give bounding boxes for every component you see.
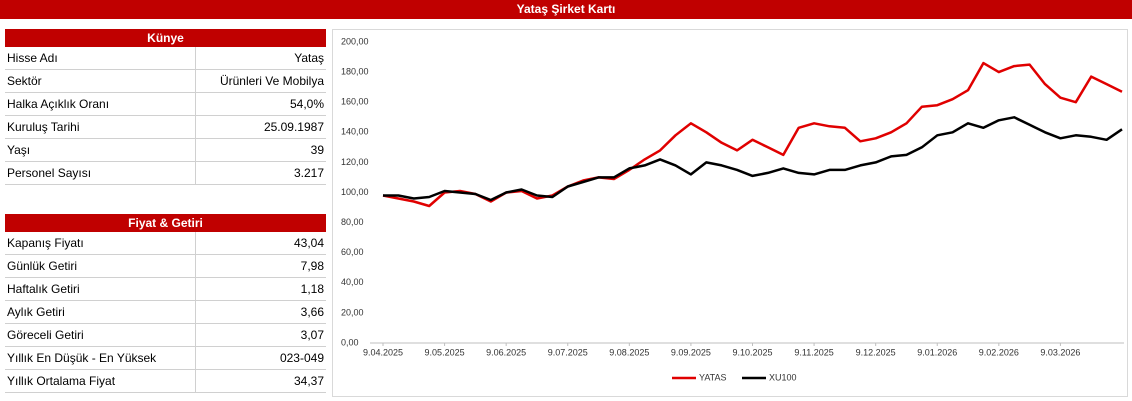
y-tick-label: 100,00 [341,187,369,197]
y-tick-label: 60,00 [341,247,364,257]
table-row: Hisse Adı Yataş [5,47,326,70]
kunye-table: Künye Hisse Adı Yataş Sektör Ürünleri Ve Mo… [5,29,326,185]
x-tick-label: 9.08.2025 [609,347,649,357]
table-row: Kuruluş Tarihi 25.09.1987 [5,116,326,139]
table-row: Yaşı 39 [5,139,326,162]
cell-label: Yıllık Ortalama Fiyat [5,370,197,392]
page-title: Yataş Şirket Kartı [0,0,1132,19]
cell-label: Sektör [5,70,197,92]
cell-label: Kapanış Fiyatı [5,232,197,254]
x-tick-label: 9.04.2025 [363,347,403,357]
cell-label: Personel Sayısı [5,162,197,184]
table-row: Aylık Getiri 3,66 [5,301,326,324]
table-title: Künye [5,29,326,47]
y-tick-label: 80,00 [341,217,364,227]
cell-value: Yataş [294,51,324,65]
series-line [383,116,1123,202]
cell-label: Aylık Getiri [5,301,197,323]
table-title: Fiyat & Getiri [5,214,326,232]
x-tick-label: 9.11.2025 [794,347,833,357]
cell-value: 3,07 [300,328,324,342]
cell-label: Yaşı [5,139,197,161]
cell-label: Yıllık En Düşük - En Yüksek [5,347,197,369]
cell-label: Haftalık Getiri [5,278,197,300]
table-row: Haftalık Getiri 1,18 [5,278,326,301]
y-tick-label: 0,00 [341,337,359,347]
table-row: Kapanış Fiyatı 43,04 [5,232,326,255]
cell-label: Hisse Adı [5,47,197,69]
x-tick-label: 9.06.2025 [486,347,526,357]
cell-label: Kuruluş Tarihi [5,116,197,138]
table-row: Halka Açıklık Oranı 54,0% [5,93,326,116]
fiyat-table: Fiyat & Getiri Kapanış Fiyatı 43,04 Günlük… [5,214,326,393]
y-tick-label: 180,00 [341,66,369,76]
y-tick-label: 160,00 [341,97,369,107]
legend-label: XU100 [769,372,797,382]
cell-value: 3.217 [293,166,324,180]
y-tick-label: 20,00 [341,307,364,317]
legend-label: YATAS [699,372,727,382]
y-tick-label: 120,00 [341,157,369,167]
x-tick-label: 9.01.2026 [917,347,957,357]
series-line [382,61,1123,208]
cell-value: 3,66 [300,305,324,319]
x-tick-label: 9.07.2025 [548,347,588,357]
cell-value: 34,37 [293,374,324,388]
cell-label: Halka Açıklık Oranı [5,93,197,115]
x-tick-label: 9.10.2025 [732,347,772,357]
cell-value: 39 [310,143,324,157]
table-row: Göreceli Getiri 3,07 [5,324,326,347]
x-tick-label: 9.02.2026 [979,347,1019,357]
table-row: Yıllık Ortalama Fiyat 34,37 [5,370,326,393]
table-row: Personel Sayısı 3.217 [5,162,326,185]
cell-value: 7,98 [300,259,324,273]
cell-label: Günlük Getiri [5,255,197,277]
x-tick-label: 9.03.2026 [1040,347,1080,357]
y-tick-label: 140,00 [341,127,369,137]
y-tick-label: 200,00 [341,36,369,46]
cell-value: 25.09.1987 [263,120,324,134]
cell-label: Göreceli Getiri [5,324,197,346]
chart-panel [332,29,1128,397]
x-tick-label: 9.05.2025 [425,347,465,357]
y-tick-label: 40,00 [341,277,364,287]
table-row: Günlük Getiri 7,98 [5,255,326,278]
cell-value: 54,0% [289,97,324,111]
table-row: Sektör Ürünleri Ve Mobilya [5,70,326,93]
cell-value: 43,04 [293,236,324,250]
cell-value: 023-049 [279,351,324,365]
cell-value: 1,18 [300,282,324,296]
table-row: Yıllık En Düşük - En Yüksek 023-049 [5,347,326,370]
x-tick-label: 9.09.2025 [671,347,711,357]
x-tick-label: 9.12.2025 [856,347,896,357]
cell-value: Ürünleri Ve Mobilya [219,74,324,88]
